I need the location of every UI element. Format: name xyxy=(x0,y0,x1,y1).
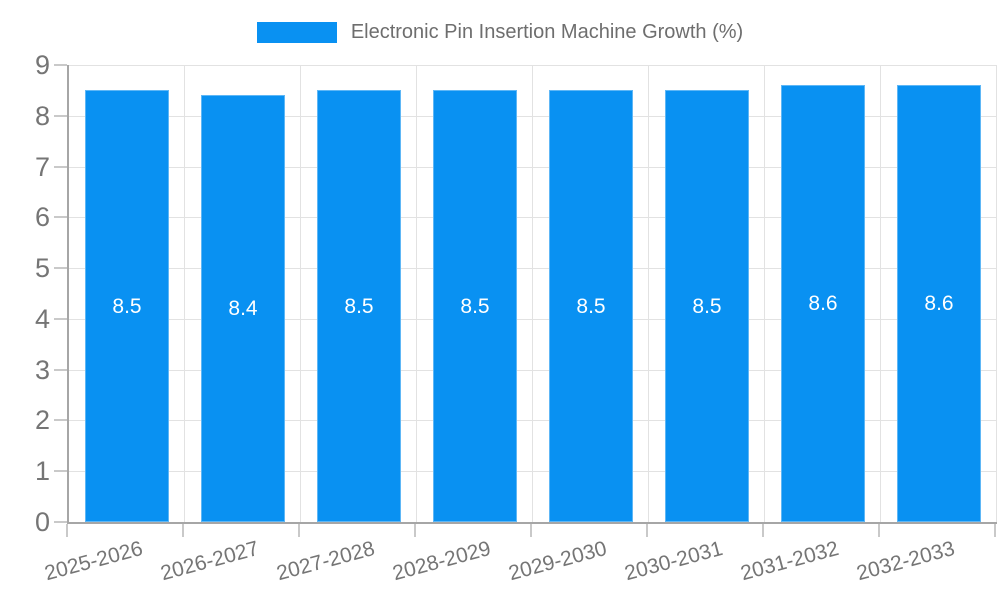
x-tick-mark xyxy=(878,524,880,537)
gridline-vertical xyxy=(300,65,301,522)
y-tick-label: 4 xyxy=(34,303,50,334)
y-tick-label: 6 xyxy=(34,202,50,233)
chart-legend[interactable]: Electronic Pin Insertion Machine Growth … xyxy=(0,20,1000,44)
legend-swatch xyxy=(256,21,337,43)
bar-value-label: 8.5 xyxy=(692,294,722,318)
y-tick-mark xyxy=(54,64,67,66)
x-tick-mark xyxy=(646,524,648,537)
y-tick-mark xyxy=(54,521,67,523)
y-tick-label: 3 xyxy=(34,354,50,385)
bar-value-label: 8.5 xyxy=(576,294,606,318)
y-tick-label: 5 xyxy=(34,253,50,284)
y-tick-mark xyxy=(54,267,67,270)
gridline-vertical xyxy=(996,65,997,522)
y-tick-mark xyxy=(54,470,67,473)
y-tick-label: 8 xyxy=(34,100,50,131)
gridline-vertical xyxy=(184,65,185,522)
bar[interactable]: 8.5 xyxy=(433,90,517,522)
gridline-horizontal xyxy=(69,65,997,66)
bar[interactable]: 8.6 xyxy=(781,85,865,522)
gridline-vertical xyxy=(648,65,649,522)
gridline-horizontal xyxy=(69,471,997,473)
bar[interactable]: 8.5 xyxy=(317,90,401,522)
bar-value-label: 8.5 xyxy=(344,294,374,318)
bar-value-label: 8.6 xyxy=(924,292,954,316)
gridline-horizontal xyxy=(69,318,997,320)
gridline-vertical xyxy=(532,65,533,522)
gridline-horizontal xyxy=(69,166,997,168)
x-tick-mark xyxy=(530,524,532,537)
bar[interactable]: 8.5 xyxy=(665,90,749,522)
gridline-horizontal xyxy=(69,115,997,117)
x-tick-mark xyxy=(994,524,996,537)
bar-value-label: 8.5 xyxy=(112,294,142,318)
y-tick-label: 7 xyxy=(34,151,50,182)
x-tick-mark xyxy=(414,524,416,537)
gridline-vertical xyxy=(764,65,765,522)
bar[interactable]: 8.6 xyxy=(897,85,981,522)
y-tick-mark xyxy=(54,114,67,117)
bar-value-label: 8.6 xyxy=(808,292,838,316)
gridline-vertical xyxy=(880,65,881,522)
legend-label: Electronic Pin Insertion Machine Growth … xyxy=(350,21,744,43)
y-tick-mark xyxy=(54,317,67,320)
gridline-horizontal xyxy=(69,268,997,270)
y-tick-label: 9 xyxy=(34,50,50,80)
y-tick-mark xyxy=(54,419,67,422)
x-tick-mark xyxy=(762,524,764,537)
x-tick-mark xyxy=(298,524,300,537)
bar[interactable]: 8.4 xyxy=(201,95,285,522)
bar-value-label: 8.5 xyxy=(460,294,490,318)
gridline-horizontal xyxy=(69,420,997,422)
gridline-vertical xyxy=(416,65,417,522)
y-tick-label: 1 xyxy=(34,456,50,487)
y-tick-label: 2 xyxy=(34,405,50,436)
y-tick-mark xyxy=(54,216,67,219)
y-tick-mark xyxy=(54,165,67,168)
gridline-horizontal xyxy=(69,369,997,371)
bar[interactable]: 8.5 xyxy=(85,90,169,522)
plot-area: 8.5 8.4 8.5 8.5 8.5 8.5 8.6 8.6 xyxy=(67,65,997,524)
bar-value-label: 8.4 xyxy=(228,297,258,321)
x-tick-mark xyxy=(182,524,184,537)
y-tick-label: 0 xyxy=(34,507,50,537)
x-tick-mark xyxy=(66,524,68,537)
y-tick-mark xyxy=(54,368,67,371)
bar[interactable]: 8.5 xyxy=(549,90,633,522)
gridline-horizontal xyxy=(69,217,997,219)
